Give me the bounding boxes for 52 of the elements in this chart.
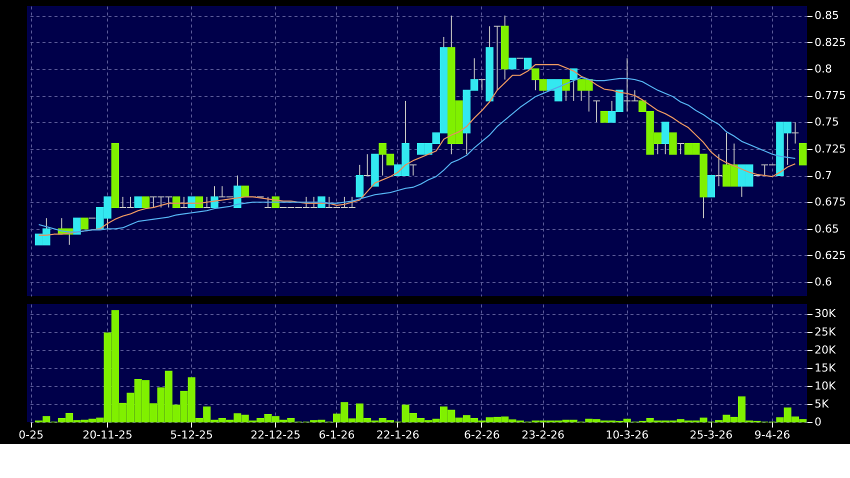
- x-tick-label: 22-12-25: [250, 428, 301, 442]
- x-tick-label: 9-4-26: [754, 428, 790, 442]
- candlestick: [409, 164, 418, 176]
- candlestick: [669, 132, 677, 155]
- candlestick: [142, 196, 150, 208]
- x-tick-label: 20-11-25: [82, 428, 133, 442]
- y-tick-label: 5K: [814, 397, 830, 410]
- y-tick-label: 0.75: [814, 116, 839, 129]
- candlestick: [478, 79, 486, 91]
- y-tick-label: 15K: [814, 361, 836, 374]
- y-tick-label: 0.625: [814, 248, 846, 262]
- y-tick-label: 0.825: [814, 36, 846, 49]
- y-tick-label: 0.675: [814, 196, 846, 209]
- x-tick-label: 25-3-26: [690, 428, 733, 442]
- x-tick-label: 5-12-25: [170, 428, 214, 442]
- candlestick: [524, 58, 532, 70]
- y-tick-label: 0.6: [814, 276, 832, 289]
- x-tick-label: 0-25: [18, 428, 44, 442]
- y-tick-label: 0.7: [814, 169, 832, 182]
- candlestick: [73, 218, 81, 235]
- y-tick-label: 0: [814, 416, 822, 428]
- candlestick: [600, 111, 608, 123]
- candlestick: [264, 196, 272, 208]
- candlestick: [203, 196, 211, 208]
- x-tick-label: 22-1-26: [376, 428, 420, 442]
- y-tick-label: 20K: [814, 343, 836, 356]
- candlestick: [661, 122, 670, 155]
- candlestick: [714, 154, 723, 187]
- x-tick-label: 6-1-26: [318, 428, 355, 442]
- y-tick-label: 0.85: [814, 9, 839, 22]
- y-tick-label: 0.725: [814, 142, 846, 156]
- candlestick: [791, 122, 800, 144]
- y-tick-label: 10K: [814, 379, 836, 392]
- y-tick-label: 0.8: [814, 62, 832, 76]
- candlestick: [493, 26, 502, 91]
- candlestick: [80, 218, 88, 230]
- x-tick-label: 23-2-26: [522, 428, 565, 442]
- y-tick-label: 30K: [814, 307, 836, 320]
- candlestick: [592, 100, 600, 123]
- candlestick: [508, 58, 516, 70]
- y-tick-label: 0.65: [814, 222, 839, 236]
- candlestick: [676, 143, 684, 155]
- candlestick: [180, 196, 188, 208]
- x-tick-label: 10-3-26: [606, 428, 649, 442]
- candlestick: [799, 143, 807, 166]
- candlestick: [363, 154, 372, 176]
- y-tick-label: 0.775: [814, 89, 846, 102]
- y-tick-label: 25K: [814, 325, 836, 338]
- x-tick-label: 6-2-26: [464, 428, 500, 442]
- candlestick: [562, 79, 570, 102]
- candlestick: [707, 175, 716, 198]
- candlestick: [134, 196, 142, 208]
